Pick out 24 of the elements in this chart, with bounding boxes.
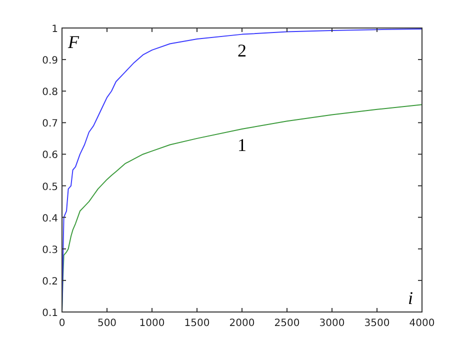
x-tick-label: 3000 xyxy=(319,318,345,329)
x-tick-label: 500 xyxy=(97,318,117,329)
y-axis-title: F xyxy=(67,32,80,52)
x-tick-label: 3500 xyxy=(364,318,390,329)
x-tick-label: 1000 xyxy=(139,318,165,329)
y-tick-label: 0.3 xyxy=(42,244,58,256)
y-tick-label: 0.8 xyxy=(42,87,58,98)
series-label: 1 xyxy=(238,134,246,155)
x-axis-title: i xyxy=(408,288,414,308)
line-series xyxy=(62,28,422,312)
x-tick-label: 0 xyxy=(58,318,66,329)
y-tick-label: 0.4 xyxy=(42,213,58,224)
y-tick-label: 0.5 xyxy=(42,182,58,193)
series-label: 2 xyxy=(238,40,246,60)
y-tick-label: 0.1 xyxy=(42,308,58,319)
y-tick-label: 0.9 xyxy=(42,56,58,67)
y-tick-label: 1 xyxy=(52,24,58,35)
x-tick-label: 4000 xyxy=(409,318,435,329)
y-tick-label: 0.7 xyxy=(42,118,58,130)
y-tick-label: 0.6 xyxy=(42,150,58,162)
x-tick-label: 2000 xyxy=(229,318,255,329)
x-tick-label: 2500 xyxy=(274,318,300,329)
x-tick-label: 1500 xyxy=(184,318,210,329)
y-tick-label: 0.2 xyxy=(42,276,58,288)
